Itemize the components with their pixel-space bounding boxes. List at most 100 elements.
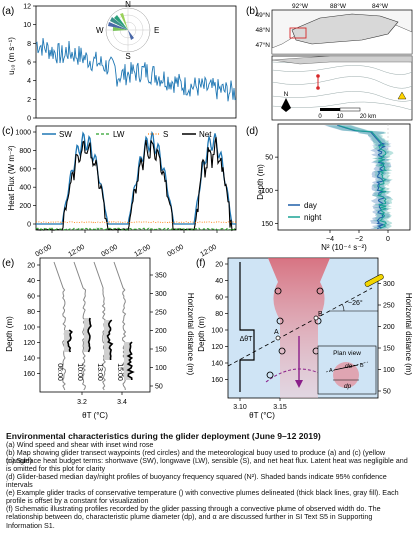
c-xtick-label: 12:00 bbox=[133, 244, 152, 259]
lake-superior-shape bbox=[291, 13, 399, 45]
lon-label-1: 92°W bbox=[292, 2, 309, 10]
e-ytick-right-label: 200 bbox=[155, 328, 167, 335]
sw-series bbox=[36, 130, 236, 225]
lat-label-2: 48°N bbox=[255, 26, 270, 34]
f-xtick-label: 3.15 bbox=[273, 404, 287, 411]
north-arrow-icon bbox=[281, 98, 291, 112]
a-ytick-label: 10 bbox=[23, 22, 31, 29]
e-ytick-label: 80 bbox=[27, 309, 35, 316]
panel-a-yticks: 0 2 4 6 8 10 12 bbox=[23, 4, 36, 123]
plan-view-title: Plan view bbox=[333, 350, 361, 357]
e-profile-time: 06:00 bbox=[56, 363, 63, 381]
e-ytick-right-label: 300 bbox=[155, 291, 167, 298]
f-ytick-label: 60 bbox=[215, 295, 223, 302]
a-ytick-label: 2 bbox=[27, 97, 31, 104]
c-ytick-label: 0 bbox=[27, 222, 31, 229]
lat-label-1: 49°N bbox=[255, 11, 270, 19]
panel-d-xlabel: N² (10⁻⁴ s⁻²) bbox=[321, 243, 367, 252]
rose-north: N bbox=[125, 0, 131, 9]
panel-b-label: (b) bbox=[246, 6, 258, 17]
c-xtick-label: 12:00 bbox=[67, 244, 86, 259]
panel-b: (b) 92°W 88°W 84°W 49°N 48°N 47°N N 0 10… bbox=[246, 2, 413, 121]
e-ytick-label: 100 bbox=[23, 325, 35, 332]
panel-f: (f) Depth (m) Horizontal distance (m) Δθ… bbox=[196, 257, 413, 420]
e-plume-line bbox=[126, 341, 135, 381]
study-area-box bbox=[289, 27, 307, 39]
angle-label: ~26° bbox=[348, 299, 363, 307]
panel-f-ticks: 20 40 60 80 100 120 140 160 50 100 150 200 250 300 3.1… bbox=[211, 262, 394, 412]
panel-e-ylabel-right: Horizontal distance (m) bbox=[186, 293, 195, 376]
panel-f-ylabel: Depth (m) bbox=[197, 316, 206, 352]
day-profile bbox=[337, 124, 386, 230]
d-xtick-label: −2 bbox=[355, 236, 363, 243]
f-ytick-right-label: 150 bbox=[383, 346, 395, 353]
f-ytick-label: 140 bbox=[211, 361, 223, 368]
point-a-label: A bbox=[274, 329, 279, 336]
scale-10: 10 bbox=[337, 114, 344, 120]
lat-label-3: 47°N bbox=[255, 41, 270, 49]
panel-f-xlabel: θT (°C) bbox=[249, 411, 275, 420]
panel-c-axes bbox=[35, 125, 237, 231]
caption-line-5: (e) Example glider tracks of conservativ… bbox=[6, 488, 399, 506]
point-b-label: B bbox=[318, 311, 323, 318]
panel-c-xticks: 00:00 12:00 00:00 12:00 00:00 12:00 bbox=[34, 230, 218, 258]
plan-do-label: do bbox=[345, 363, 353, 370]
e-ytick-right-label: 50 bbox=[155, 384, 163, 391]
e-ytick-right-label: 350 bbox=[155, 273, 167, 280]
panel-c-ylabel: Heat Flux (W m⁻²) bbox=[7, 145, 16, 210]
c-xtick-label: 12:00 bbox=[199, 244, 218, 259]
legend-lw: LW bbox=[113, 130, 125, 139]
panel-a-ylabel: u₁₀ (m s⁻¹) bbox=[7, 37, 16, 75]
f-ytick-label: 20 bbox=[215, 262, 223, 269]
e-plume-line bbox=[106, 319, 114, 361]
e-ytick-label: 60 bbox=[27, 294, 35, 301]
caption-line-4: (d) Glider-based median day/night profil… bbox=[6, 472, 387, 490]
f-xtick-label: 3.10 bbox=[233, 404, 247, 411]
figure: (a) u₁₀ (m s⁻¹) 0 2 4 6 8 10 12 N E S W (b) bbox=[2, 0, 413, 420]
a-ytick-label: 0 bbox=[27, 116, 31, 123]
plan-b-label: B bbox=[360, 363, 364, 369]
e-profile-time: 15:00 bbox=[116, 363, 123, 381]
a-ytick-label: 12 bbox=[23, 4, 31, 11]
panel-d-label: (d) bbox=[246, 126, 258, 137]
panel-c-label: (c) bbox=[2, 126, 14, 137]
glider-icon bbox=[364, 273, 384, 287]
d-ytick-label: 100 bbox=[261, 188, 273, 195]
e-ytick-right-label: 250 bbox=[155, 310, 167, 317]
c-ytick-label: 800 bbox=[19, 148, 31, 155]
a-ytick-label: 8 bbox=[27, 41, 31, 48]
lon-label-3: 84°W bbox=[372, 2, 389, 10]
night-ci-band bbox=[325, 125, 394, 229]
convective-plume bbox=[268, 258, 330, 398]
glider-path bbox=[227, 287, 373, 367]
lon-label-2: 88°W bbox=[330, 2, 347, 10]
panel-a-label: (a) bbox=[2, 6, 14, 17]
panel-e-label: (e) bbox=[2, 258, 14, 269]
d-ytick-label: 50 bbox=[265, 155, 273, 162]
f-ytick-label: 120 bbox=[211, 344, 223, 351]
f-ytick-right-label: 250 bbox=[383, 303, 395, 310]
c-ytick-label: 600 bbox=[19, 166, 31, 173]
c-ytick-label: 200 bbox=[19, 203, 31, 210]
day-ci-band bbox=[324, 125, 392, 229]
d-xtick-label: 0 bbox=[386, 236, 390, 243]
plan-a-label: A bbox=[329, 368, 333, 374]
e-ytick-label: 160 bbox=[23, 371, 35, 378]
f-ytick-right-label: 300 bbox=[383, 281, 395, 288]
e-plume-line bbox=[87, 317, 92, 353]
panel-d-ylabel: Depth (m) bbox=[256, 164, 265, 200]
caption-line-3: (c) Surface heat budget terms: shortwave… bbox=[6, 456, 408, 474]
e-ytick-label: 120 bbox=[23, 340, 35, 347]
e-ytick-label: 40 bbox=[27, 278, 35, 285]
f-ytick-label: 160 bbox=[211, 377, 223, 384]
panel-c-legend: SW LW S Net bbox=[42, 130, 212, 139]
panel-f-ylabel-right: Horizontal distance (m) bbox=[404, 293, 413, 376]
e-ytick-right-label: 100 bbox=[155, 365, 167, 372]
scale-20: 20 km bbox=[360, 114, 376, 120]
f-ytick-right-label: 100 bbox=[383, 367, 395, 374]
panel-e-ylabel: Depth (m) bbox=[5, 316, 14, 352]
panel-d-legend: day night bbox=[288, 201, 322, 222]
delta-theta-label: ΔθT bbox=[240, 336, 254, 343]
panel-e-axes bbox=[39, 257, 151, 393]
c-xtick-label: 00:00 bbox=[34, 244, 53, 259]
